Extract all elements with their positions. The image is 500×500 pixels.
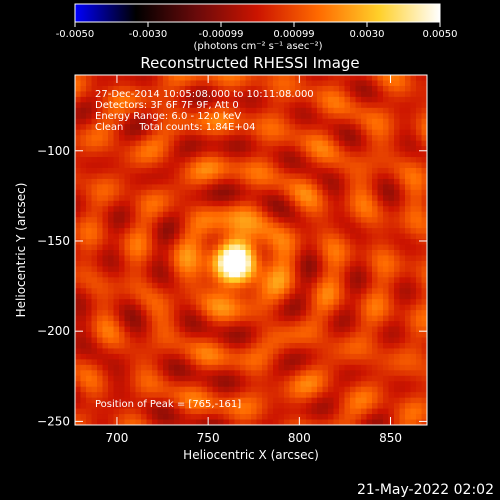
colorbar-tick-label: -0.0030 [129, 29, 168, 40]
colorbar-tick-label: 0.00099 [273, 29, 314, 40]
colorbar-tick-label: -0.00099 [199, 29, 244, 40]
annotation-energy-range: Energy Range: 6.0 - 12.0 keV [95, 111, 241, 122]
heatmap-cells [75, 75, 428, 426]
axis-ticks: 700 750 800 850 −250 −200 −150 −100 [37, 75, 427, 445]
x-tick-label: 800 [288, 431, 311, 445]
colorbar: -0.0050 -0.0030 -0.00099 0.00099 0.0030 0.005… [56, 3, 458, 52]
colorbar-tick-label: 0.0030 [350, 29, 385, 40]
y-tick-label: −150 [37, 234, 70, 248]
y-tick-label: −100 [37, 144, 70, 158]
heatmap-plot-area: 700 750 800 850 −250 −200 −150 −100 [37, 74, 428, 445]
colorbar-gradient [74, 3, 441, 23]
y-tick-label: −250 [37, 414, 70, 428]
x-axis-label: Heliocentric X (arcsec) [183, 448, 319, 462]
annotation-clean-counts: Clean Total counts: 1.84E+04 [95, 122, 255, 133]
colorbar-ticks: -0.0050 -0.0030 -0.00099 0.00099 0.0030 0.005… [56, 22, 458, 40]
peak-position-label: Position of Peak = [765,-161] [95, 399, 241, 410]
timestamp: 21-May-2022 02:02 [357, 482, 494, 498]
annotation-block: 27-Dec-2014 10:05:08.000 to 10:11:08.000… [95, 89, 314, 410]
y-axis-label: Heliocentric Y (arcsec) [14, 183, 28, 318]
plot-frame [74, 74, 428, 426]
x-tick-label: 750 [197, 431, 220, 445]
y-tick-label: −200 [37, 324, 70, 338]
colorbar-label: (photons cm⁻² s⁻¹ asec⁻²) [193, 41, 322, 52]
colorbar-tick-label: 0.0050 [423, 29, 458, 40]
annotation-detectors: Detectors: 3F 6F 7F 9F, Att 0 [95, 100, 239, 111]
chart-title: Reconstructed RHESSI Image [140, 54, 359, 72]
x-tick-label: 700 [105, 431, 128, 445]
x-tick-label: 850 [379, 431, 402, 445]
colorbar-tick-label: -0.0050 [56, 29, 95, 40]
annotation-time-range: 27-Dec-2014 10:05:08.000 to 10:11:08.000 [95, 89, 314, 100]
